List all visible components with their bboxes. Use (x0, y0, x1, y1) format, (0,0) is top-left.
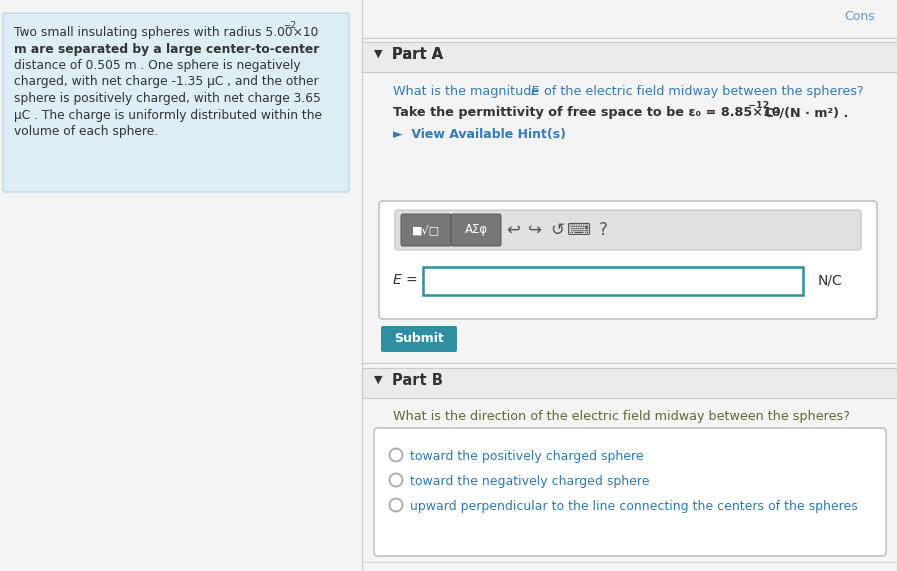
Text: distance of 0.505 m . One sphere is negatively: distance of 0.505 m . One sphere is nega… (14, 59, 300, 72)
Text: charged, with net charge -1.35 μC , and the other: charged, with net charge -1.35 μC , and … (14, 75, 318, 89)
Text: volume of each sphere.: volume of each sphere. (14, 125, 158, 138)
Text: −12: −12 (748, 101, 770, 110)
Text: upward perpendicular to the line connecting the centers of the spheres: upward perpendicular to the line connect… (410, 500, 858, 513)
Text: N/C: N/C (818, 273, 843, 287)
Text: AΣφ: AΣφ (465, 223, 487, 236)
FancyBboxPatch shape (362, 42, 897, 72)
Text: Two small insulating spheres with radius 5.00×10: Two small insulating spheres with radius… (14, 26, 318, 39)
Text: E: E (531, 85, 539, 98)
Text: What is the magnitude: What is the magnitude (393, 85, 544, 98)
Text: ↪: ↪ (528, 221, 542, 239)
Text: Cons: Cons (844, 10, 875, 23)
FancyBboxPatch shape (374, 428, 886, 556)
Text: sphere is positively charged, with net charge 3.65: sphere is positively charged, with net c… (14, 92, 321, 105)
Text: Take the permittivity of free space to be ε₀ = 8.85×10: Take the permittivity of free space to b… (393, 106, 780, 119)
Text: m are separated by a large center-to-center: m are separated by a large center-to-cen… (14, 42, 319, 55)
FancyBboxPatch shape (423, 267, 803, 295)
FancyBboxPatch shape (381, 326, 457, 352)
Text: Part A: Part A (392, 47, 443, 62)
Text: E =: E = (393, 273, 418, 287)
Text: toward the positively charged sphere: toward the positively charged sphere (410, 450, 644, 463)
Text: ↺: ↺ (550, 221, 564, 239)
Text: ?: ? (598, 221, 607, 239)
FancyBboxPatch shape (379, 201, 877, 319)
Text: Part A: Part A (392, 47, 443, 62)
Text: ▼: ▼ (374, 49, 382, 59)
FancyBboxPatch shape (401, 214, 451, 246)
Text: Part B: Part B (392, 373, 443, 388)
FancyBboxPatch shape (451, 214, 501, 246)
Text: ►  View Available Hint(s): ► View Available Hint(s) (393, 128, 566, 141)
FancyBboxPatch shape (3, 13, 349, 192)
Text: toward the negatively charged sphere: toward the negatively charged sphere (410, 475, 649, 488)
Text: C²/(N · m²) .: C²/(N · m²) . (760, 106, 849, 119)
Text: −2: −2 (283, 21, 296, 30)
Text: ⌨: ⌨ (567, 221, 591, 239)
FancyBboxPatch shape (362, 368, 897, 398)
Text: of the electric field midway between the spheres?: of the electric field midway between the… (540, 85, 864, 98)
Text: What is the direction of the electric field midway between the spheres?: What is the direction of the electric fi… (393, 410, 849, 423)
Text: Submit: Submit (394, 332, 444, 345)
Text: ↩: ↩ (506, 221, 520, 239)
FancyBboxPatch shape (395, 210, 861, 250)
Text: ▼: ▼ (374, 375, 382, 385)
Text: μC . The charge is uniformly distributed within the: μC . The charge is uniformly distributed… (14, 108, 322, 122)
Text: ■√□: ■√□ (412, 224, 440, 235)
